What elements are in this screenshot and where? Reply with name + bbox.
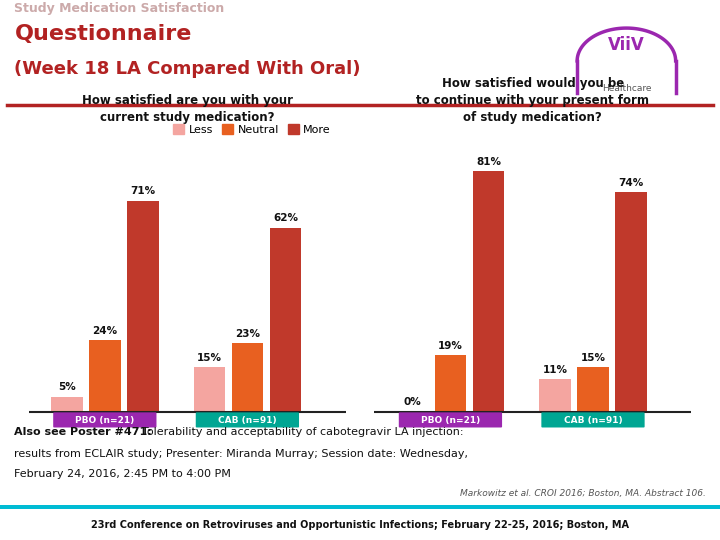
Bar: [89, 341, 121, 411]
Bar: [51, 397, 83, 411]
Bar: [435, 355, 467, 411]
Text: (Week 18 LA Compared With Oral): (Week 18 LA Compared With Oral): [14, 60, 361, 78]
Text: 81%: 81%: [476, 157, 501, 167]
Text: 74%: 74%: [618, 178, 644, 187]
Text: ViiV: ViiV: [608, 36, 645, 55]
Text: 0%: 0%: [403, 397, 421, 407]
Text: 23rd Conference on Retroviruses and Opportunistic Infections; February 22-25, 20: 23rd Conference on Retroviruses and Oppo…: [91, 520, 629, 530]
Text: CAB (n=91): CAB (n=91): [564, 416, 622, 424]
Text: PBO (n=21): PBO (n=21): [75, 416, 135, 424]
Bar: [194, 367, 225, 411]
Text: 19%: 19%: [438, 341, 463, 351]
Text: 15%: 15%: [580, 353, 606, 363]
FancyBboxPatch shape: [196, 413, 299, 428]
Bar: [232, 343, 264, 411]
FancyBboxPatch shape: [399, 413, 502, 428]
Text: CAB (n=91): CAB (n=91): [218, 416, 276, 424]
Bar: [577, 367, 609, 411]
Text: 62%: 62%: [273, 213, 298, 223]
Bar: [0, 505, 720, 509]
Text: Also see Poster #471:: Also see Poster #471:: [14, 427, 152, 437]
Text: 23%: 23%: [235, 329, 260, 339]
FancyBboxPatch shape: [541, 413, 644, 428]
Text: Markowitz et al. CROI 2016; Boston, MA. Abstract 106.: Markowitz et al. CROI 2016; Boston, MA. …: [460, 489, 706, 498]
Text: Study Medication Satisfaction: Study Medication Satisfaction: [14, 2, 225, 15]
Text: 15%: 15%: [197, 353, 222, 363]
Text: February 24, 2016, 2:45 PM to 4:00 PM: February 24, 2016, 2:45 PM to 4:00 PM: [14, 469, 231, 480]
Text: Healthcare: Healthcare: [602, 84, 651, 93]
Bar: [127, 201, 158, 411]
Text: 24%: 24%: [92, 326, 117, 336]
Title: How satisfied are you with your
current study medication?: How satisfied are you with your current …: [81, 94, 293, 124]
Bar: [615, 192, 647, 411]
FancyBboxPatch shape: [53, 413, 156, 428]
Text: Questionnaire: Questionnaire: [14, 24, 192, 44]
Text: results from ECLAIR study; Presenter: Miranda Murray; Session date: Wednesday,: results from ECLAIR study; Presenter: Mi…: [14, 449, 469, 459]
Title: How satisfied would you be
to continue with your present form
of study medicatio: How satisfied would you be to continue w…: [416, 77, 649, 124]
Text: Tolerability and acceptability of cabotegravir LA injection:: Tolerability and acceptability of cabote…: [143, 427, 464, 437]
Text: 5%: 5%: [58, 382, 76, 393]
Text: 11%: 11%: [542, 364, 567, 375]
Text: PBO (n=21): PBO (n=21): [420, 416, 480, 424]
Text: 71%: 71%: [130, 186, 156, 197]
Legend: Less, Neutral, More: Less, Neutral, More: [168, 120, 336, 139]
Bar: [539, 379, 571, 411]
Bar: [269, 228, 301, 411]
Bar: [472, 171, 504, 411]
